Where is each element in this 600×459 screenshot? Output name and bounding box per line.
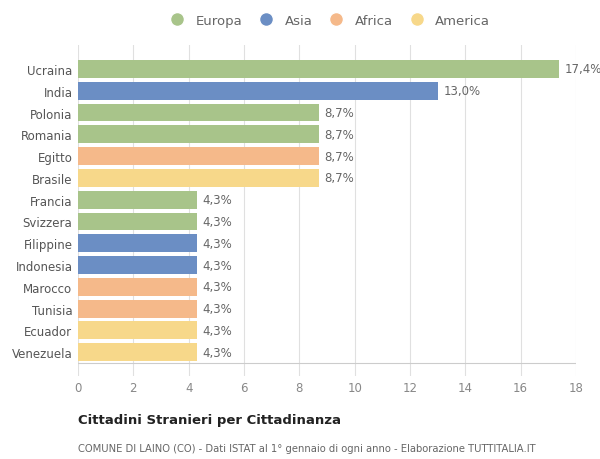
Text: COMUNE DI LAINO (CO) - Dati ISTAT al 1° gennaio di ogni anno - Elaborazione TUTT: COMUNE DI LAINO (CO) - Dati ISTAT al 1° … (78, 443, 536, 453)
Bar (78, 322, 197, 340)
Bar (78, 235, 197, 252)
Text: 4,3%: 4,3% (203, 259, 232, 272)
Text: 17,4%: 17,4% (565, 63, 600, 76)
Bar (78, 61, 559, 79)
Text: 4,3%: 4,3% (203, 346, 232, 359)
Bar (78, 83, 437, 101)
Bar (78, 213, 197, 231)
Bar (78, 170, 319, 187)
Text: 8,7%: 8,7% (324, 150, 354, 163)
Text: 4,3%: 4,3% (203, 237, 232, 250)
Text: 8,7%: 8,7% (324, 129, 354, 141)
Bar (78, 257, 197, 274)
Text: 4,3%: 4,3% (203, 216, 232, 229)
Text: 4,3%: 4,3% (203, 302, 232, 315)
Text: Cittadini Stranieri per Cittadinanza: Cittadini Stranieri per Cittadinanza (78, 413, 341, 426)
Text: 8,7%: 8,7% (324, 107, 354, 120)
Text: 4,3%: 4,3% (203, 194, 232, 207)
Bar (78, 343, 197, 361)
Text: 8,7%: 8,7% (324, 172, 354, 185)
Text: 4,3%: 4,3% (203, 281, 232, 294)
Text: 13,0%: 13,0% (443, 85, 481, 98)
Text: 4,3%: 4,3% (203, 324, 232, 337)
Bar (78, 104, 319, 122)
Bar (78, 126, 319, 144)
Bar (78, 278, 197, 296)
Bar (78, 300, 197, 318)
Bar (78, 148, 319, 166)
Legend: Europa, Asia, Africa, America: Europa, Asia, Africa, America (158, 10, 496, 33)
Bar (78, 191, 197, 209)
